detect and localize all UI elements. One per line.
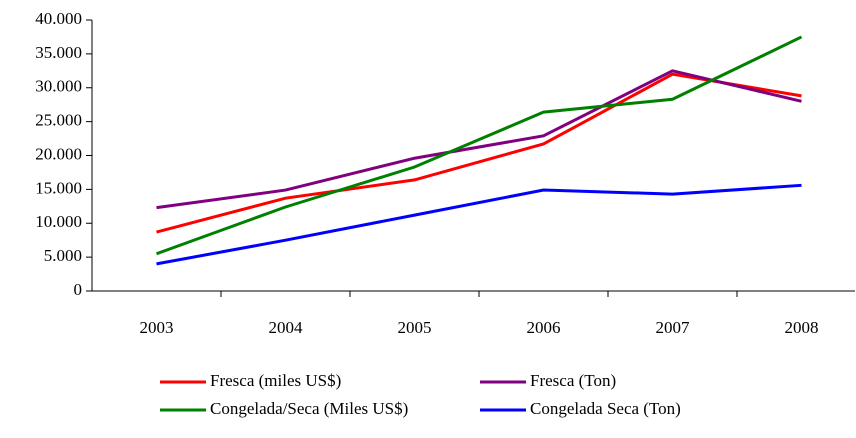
y-tick-label: 15.000 [35,178,82,197]
y-tick-label: 0 [74,280,83,299]
y-tick-label: 5.000 [44,246,82,265]
y-tick-label: 10.000 [35,212,82,231]
x-tick-label: 2008 [785,318,819,337]
y-tick-label: 20.000 [35,144,82,163]
y-tick-label: 40.000 [35,9,82,28]
legend-label: Congelada Seca (Ton) [530,399,681,418]
x-tick-label: 2006 [527,318,561,337]
x-tick-label: 2005 [398,318,432,337]
x-tick-label: 2003 [140,318,174,337]
series-line [156,72,802,234]
series-line [156,69,802,210]
y-tick-label: 35.000 [35,43,82,62]
series-line [156,183,802,266]
series-line [155,35,803,256]
legend-label: Fresca (Ton) [530,371,616,390]
legend-label: Congelada/Seca (Miles US$) [210,399,408,418]
legend-label: Fresca (miles US$) [210,371,341,390]
y-tick-label: 25.000 [35,111,82,130]
x-tick-label: 2004 [269,318,304,337]
x-tick-label: 2007 [656,318,691,337]
y-tick-label: 30.000 [35,77,82,96]
